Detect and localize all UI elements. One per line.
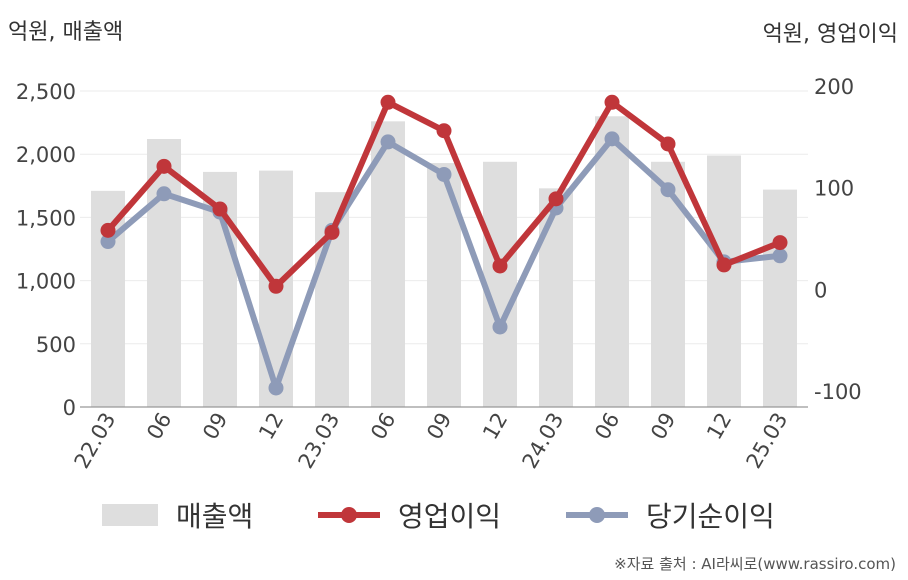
y-right-tick-label: 200 (814, 75, 854, 99)
y-right-tick-label: -100 (814, 380, 862, 404)
x-tick-label: 12 (254, 409, 288, 444)
y-left-tick-label: 500 (36, 333, 76, 357)
legend-label-net-income: 당기순이익 (646, 500, 775, 533)
op-income-point (772, 235, 788, 251)
y-right-tick-label: 0 (814, 278, 827, 302)
op-income-point (492, 258, 508, 274)
legend-label-op-income: 영업이익 (398, 500, 502, 533)
x-tick-label: 09 (646, 409, 680, 444)
op-income-point (604, 94, 620, 110)
net-income-point (492, 319, 508, 335)
x-tick-label: 23.03 (293, 409, 344, 473)
revenue-bar (763, 189, 797, 407)
x-tick-label: 09 (198, 409, 232, 444)
revenue-bar (483, 161, 517, 407)
net-income-point (604, 131, 620, 147)
y-left-tick-label: 0 (63, 396, 76, 420)
net-income-point (380, 134, 396, 150)
revenue-bar (539, 188, 573, 407)
op-income-point (436, 123, 452, 139)
legend-item-op-income: 영업이익 (318, 490, 501, 540)
legend: 매출액 영업이익 당기순이익 (0, 490, 908, 540)
legend-item-net-income: 당기순이익 (566, 490, 775, 540)
op-income-point (380, 94, 396, 110)
x-tick-label: 22.03 (69, 409, 120, 473)
net-income-point (156, 186, 172, 202)
legend-swatch-op-income (318, 504, 380, 526)
x-tick-label: 12 (702, 409, 736, 444)
net-income-point (268, 380, 284, 396)
income-lines (100, 94, 788, 396)
x-tick-label: 09 (422, 409, 456, 444)
x-tick-label: 06 (590, 409, 624, 444)
y-left-tick-label: 2,500 (16, 80, 76, 104)
op-income-point (548, 191, 564, 207)
legend-item-revenue: 매출액 (102, 490, 253, 540)
y-left-tick-label: 1,500 (16, 206, 76, 230)
x-tick-label: 06 (366, 409, 400, 444)
legend-swatch-revenue (102, 504, 158, 526)
net-income-point (100, 234, 116, 250)
net-income-point (436, 166, 452, 182)
y-right-tick-label: 100 (814, 177, 854, 201)
x-tick-label: 24.03 (517, 409, 568, 473)
source-note: ※자료 출처 : AI라씨로(www.rassiro.com) (614, 555, 896, 573)
net-income-point (660, 182, 676, 198)
revenue-bar (707, 155, 741, 407)
y-left-tick-label: 1,000 (16, 270, 76, 294)
combo-chart: 0 500 1,000 1,500 2,000 2,500 -100 0 100 200 22.03… (16, 75, 862, 473)
legend-swatch-net-income (566, 504, 628, 526)
op-income-point (100, 222, 116, 238)
revenue-bar (371, 121, 405, 407)
op-income-point (716, 257, 732, 273)
x-tick-label: 12 (478, 409, 512, 444)
revenue-bars (91, 116, 797, 408)
x-tick-label: 06 (142, 409, 176, 444)
revenue-bar (595, 116, 629, 407)
legend-label-revenue: 매출액 (176, 500, 254, 533)
op-income-point (212, 201, 228, 217)
op-income-point (156, 158, 172, 174)
op-income-point (324, 224, 340, 240)
right-axis-unit: 억원, 영업이익 (762, 22, 898, 47)
op-income-point (268, 278, 284, 294)
y-left-tick-label: 2,000 (16, 143, 76, 167)
revenue-bar (651, 161, 685, 407)
left-axis-unit: 억원, 매출액 (8, 20, 124, 45)
op-income-point (660, 136, 676, 152)
net-income-point (772, 248, 788, 264)
x-tick-label: 25.03 (741, 409, 792, 473)
